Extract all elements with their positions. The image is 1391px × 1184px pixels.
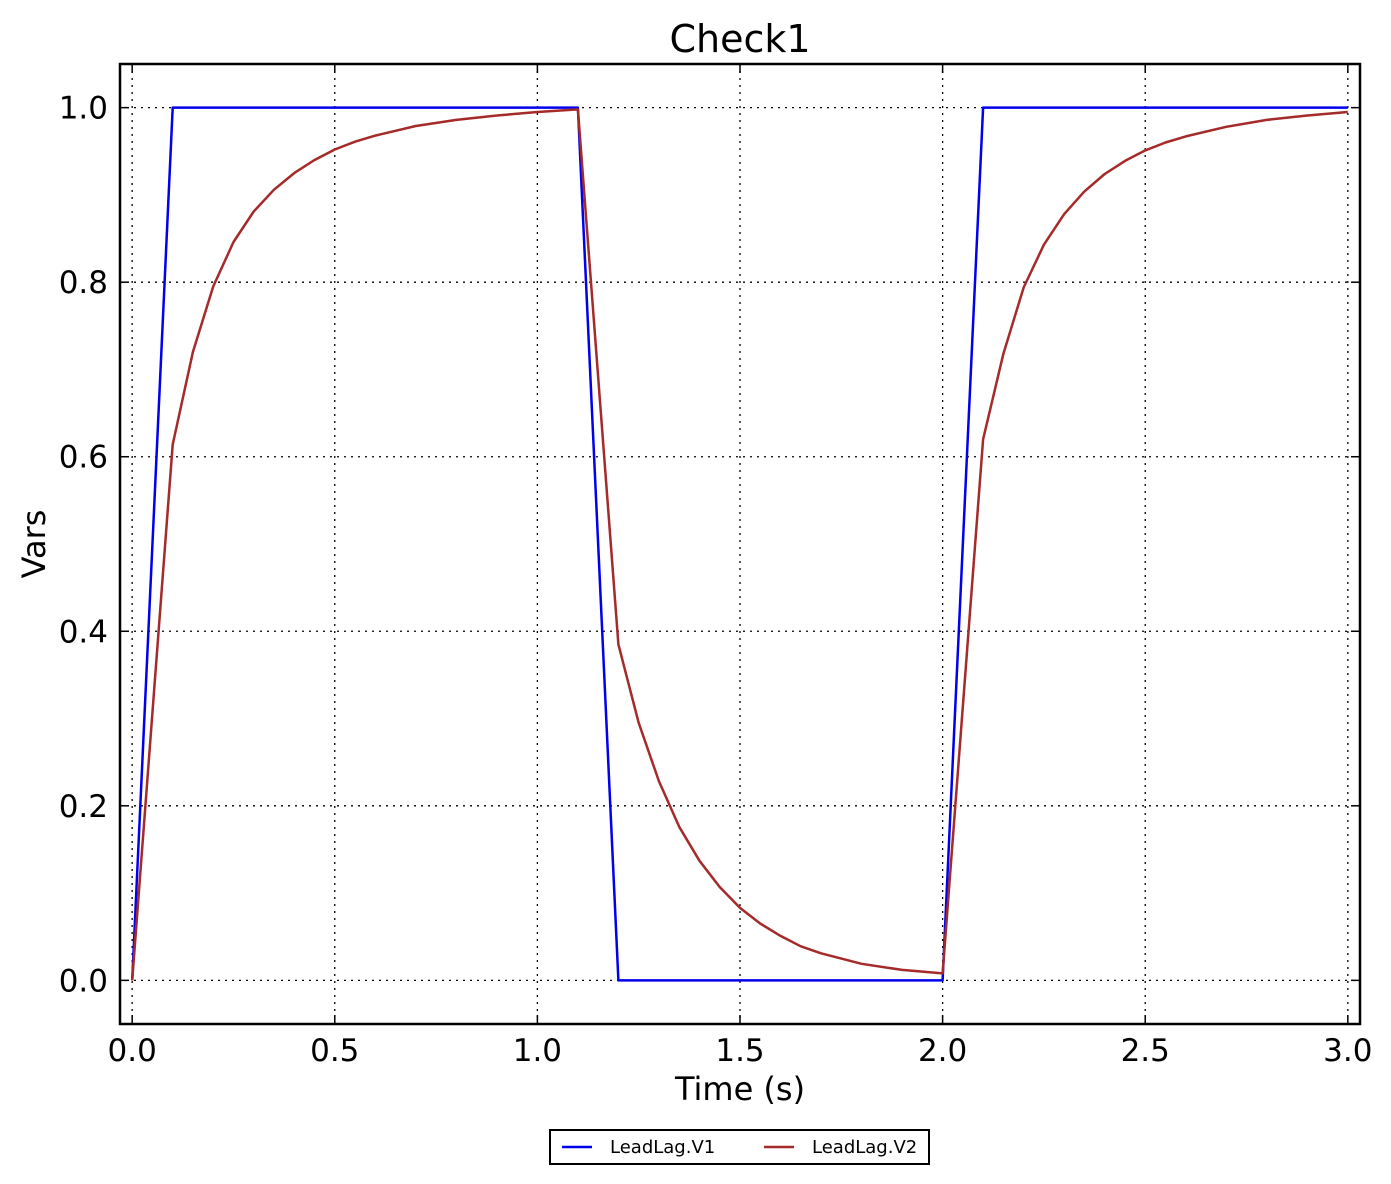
y-tick-label: 0.6	[59, 440, 108, 476]
legend-label-series-2: LeadLag.V2	[812, 1137, 917, 1158]
x-axis-label: Time (s)	[674, 1070, 805, 1108]
axis-ticks: 0.0 0.5 1.0 1.5 2.0 2.5 3.0 0.0 0.2 0.4 0.6 0.8 1.0	[59, 64, 1372, 1069]
series-lines	[130, 106, 1348, 982]
plot-frame	[118, 62, 1362, 1026]
legend-label-series-1: LeadLag.V1	[610, 1137, 715, 1158]
series-line-1	[130, 106, 1348, 982]
legend-box	[549, 1129, 930, 1165]
legend: LeadLag.V1 LeadLag.V2	[549, 1129, 930, 1165]
y-tick-label: 0.0	[59, 963, 108, 999]
y-axis-label: Vars	[15, 510, 53, 579]
grid-lines	[120, 64, 1360, 1024]
y-tick-label: 0.2	[59, 789, 108, 825]
x-tick-label: 2.0	[918, 1033, 967, 1069]
series-line-2	[130, 108, 1348, 981]
x-tick-label: 1.5	[715, 1033, 764, 1069]
y-tick-label: 0.8	[59, 265, 108, 301]
x-tick-label: 2.5	[1121, 1033, 1170, 1069]
y-tick-label: 1.0	[59, 91, 108, 127]
chart-title: Check1	[669, 17, 810, 61]
x-tick-label: 1.0	[513, 1033, 562, 1069]
x-tick-label: 0.0	[108, 1033, 157, 1069]
y-tick-label: 0.4	[59, 614, 108, 650]
x-tick-label: 0.5	[310, 1033, 359, 1069]
x-tick-label: 3.0	[1323, 1033, 1372, 1069]
